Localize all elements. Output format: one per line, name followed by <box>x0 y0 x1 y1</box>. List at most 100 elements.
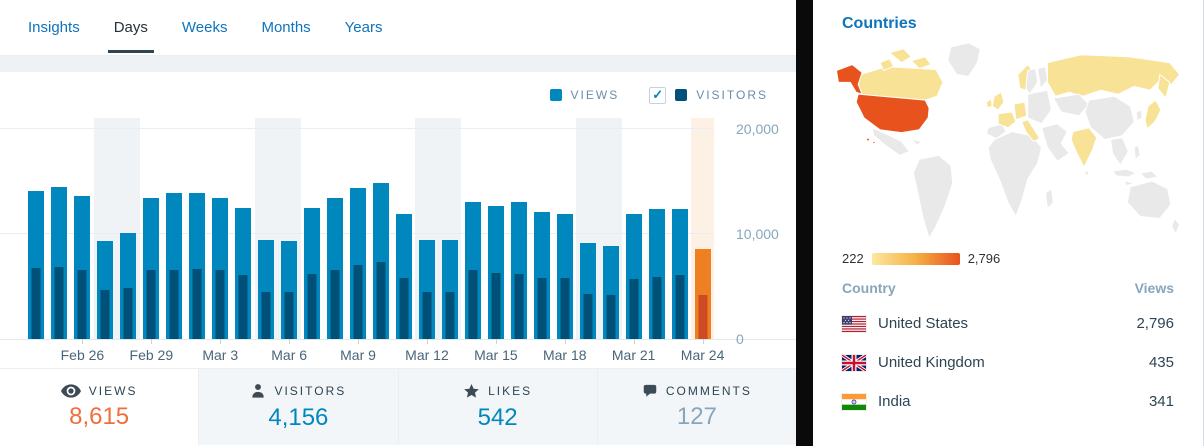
map-madagascar <box>1044 188 1054 210</box>
x-axis-label: Mar 18 <box>542 347 587 363</box>
visitors-bar <box>376 262 386 339</box>
scale-gradient-icon <box>871 252 960 265</box>
chart-bar-mar-13[interactable] <box>438 118 462 339</box>
x-axis-label: Mar 3 <box>202 347 239 363</box>
likes-label: LIKES <box>488 383 533 398</box>
table-row[interactable]: India 341 <box>842 382 1174 421</box>
bar-chart: Feb 26 Feb 29 Mar 3 Mar 6 Mar 9 Mar 12 Mar 15 M… <box>0 118 796 363</box>
chart-bar-mar-1[interactable] <box>163 118 186 339</box>
chart-bar-mar-14[interactable] <box>461 118 484 339</box>
chart-bar-mar-23[interactable] <box>668 118 691 339</box>
tab-years[interactable]: Years <box>344 19 383 36</box>
visitors-label: VISITORS <box>274 383 347 398</box>
country-views: 2,796 <box>1136 315 1174 332</box>
views-label: VIEWS <box>88 383 138 398</box>
us-flag-icon <box>842 315 866 332</box>
tab-days[interactable]: Days <box>107 0 155 55</box>
x-axis-tick <box>495 339 497 344</box>
visitors-bar <box>54 267 64 339</box>
x-axis-tick <box>358 339 360 344</box>
visitors-count: 4,156 <box>268 403 329 431</box>
chart-bar-mar-4[interactable] <box>232 118 255 339</box>
map-greenland <box>947 42 981 77</box>
visitors-bar <box>629 279 639 339</box>
x-axis-label: Mar 24 <box>680 347 725 363</box>
chart-bar-mar-21[interactable]: Mar 21 <box>612 118 655 363</box>
eye-icon <box>60 383 81 398</box>
chart-bar-feb-28[interactable] <box>116 118 140 339</box>
legend-visitors: VISITORS <box>675 88 768 102</box>
chart-bar-feb-27[interactable] <box>93 118 117 339</box>
chart-bar-mar-3[interactable]: Mar 3 <box>202 118 238 363</box>
map-hawaii <box>872 140 876 145</box>
chart-bar-mar-15[interactable]: Mar 15 <box>474 118 518 363</box>
chart-bar-mar-5[interactable] <box>254 118 278 339</box>
chart-bar-mar-16[interactable] <box>507 118 530 339</box>
summary-tile-views[interactable]: VIEWS 8,615 <box>0 369 199 445</box>
summary-tile-comments[interactable]: COMMENTS 127 <box>596 369 796 445</box>
tab-weeks[interactable]: Weeks <box>181 19 228 36</box>
chart-bar-mar-12[interactable]: Mar 12 <box>405 118 449 363</box>
views-count: 8,615 <box>69 402 130 430</box>
chart-bar-mar-8[interactable] <box>324 118 347 339</box>
summary-tile-likes[interactable]: LIKES 542 <box>397 369 597 445</box>
chart-bar-mar-17[interactable] <box>530 118 553 339</box>
x-axis <box>0 340 796 368</box>
chart-bar-mar-24[interactable]: Mar 24 <box>681 118 724 363</box>
chart-bar-mar-20[interactable] <box>599 118 623 339</box>
map-arctic-islands <box>888 48 913 64</box>
visitors-bar <box>675 275 685 339</box>
country-name: United States <box>878 315 969 332</box>
x-axis-tick <box>289 339 291 344</box>
x-axis-label: Mar 15 <box>474 347 518 363</box>
section-divider <box>0 56 796 72</box>
chart-bar-feb-25[interactable] <box>48 118 71 339</box>
period-tabbar: Insights Days Weeks Months Years <box>0 0 796 56</box>
visitors-bar <box>491 273 501 339</box>
chart-bar-mar-10[interactable] <box>370 118 393 339</box>
visitors-swatch-icon <box>675 89 688 101</box>
chart-bar-mar-2[interactable] <box>186 118 209 339</box>
visitors-bar <box>445 292 455 339</box>
world-map <box>829 37 1191 249</box>
map-kamchatka <box>1157 73 1171 100</box>
x-axis-tick <box>82 339 84 344</box>
chart-bar-mar-7[interactable] <box>301 118 324 339</box>
map-indonesia <box>1139 170 1159 180</box>
chart-bar-mar-11[interactable] <box>393 118 416 339</box>
chart-bar-feb-24[interactable] <box>25 118 48 339</box>
comments-count: 127 <box>676 403 717 430</box>
table-row[interactable]: United Kingdom 435 <box>842 343 1174 382</box>
legend-visitors-label: VISITORS <box>696 88 768 102</box>
map-middle-east <box>1040 123 1070 162</box>
visitors-bar <box>146 270 156 339</box>
summary-tile-visitors[interactable]: VISITORS 4,156 <box>198 369 398 445</box>
uk-flag-icon <box>842 354 866 371</box>
comments-label: COMMENTS <box>665 383 752 398</box>
visitors-bar <box>514 274 524 339</box>
chart-bar-mar-19[interactable] <box>576 118 600 339</box>
visitors-bar <box>330 270 340 339</box>
map-eastern-europe <box>1027 89 1052 125</box>
table-row[interactable]: United States 2,796 <box>842 304 1174 343</box>
visitors-bar <box>399 278 409 339</box>
chart-bar-mar-9[interactable]: Mar 9 <box>340 118 376 363</box>
country-views: 435 <box>1148 354 1174 371</box>
visitors-bar <box>31 268 41 339</box>
tab-insights[interactable]: Insights <box>28 19 80 36</box>
map-indonesia <box>1111 168 1138 178</box>
chart-bar-mar-18[interactable]: Mar 18 <box>543 118 587 363</box>
chart-bar-feb-26[interactable]: Feb 26 <box>61 118 104 363</box>
tab-months[interactable]: Months <box>261 19 311 36</box>
countries-table-header: Country Views <box>842 280 1174 304</box>
chart-bar-mar-6[interactable]: Mar 6 <box>271 118 307 363</box>
map-china <box>1084 95 1135 141</box>
visitors-bar <box>698 295 708 339</box>
chart-bar-mar-22[interactable] <box>645 118 668 339</box>
countries-title: Countries <box>842 15 917 32</box>
chart-bar-feb-29[interactable]: Feb 29 <box>130 118 173 363</box>
chart-legend: VIEWS ✓ VISITORS <box>0 72 796 118</box>
visitors-checkbox[interactable]: ✓ <box>649 86 667 104</box>
visitors-bar <box>583 294 593 339</box>
countries-table: Country Views United States 2,796 United… <box>842 280 1174 421</box>
